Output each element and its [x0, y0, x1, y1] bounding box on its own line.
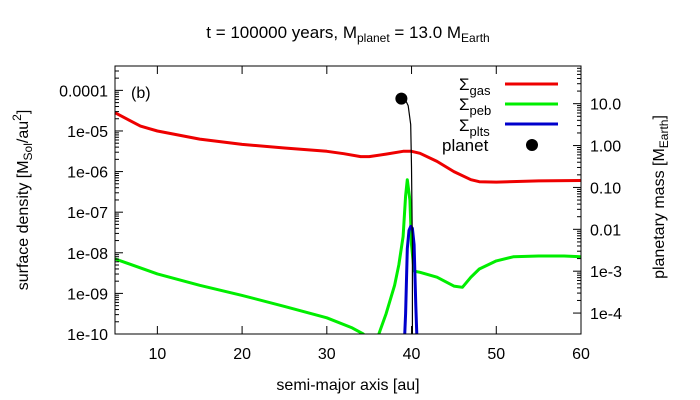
y-right-tick-label: 0.01 [590, 222, 621, 239]
y-axis-left-label: surface density [MSol/au2] [10, 110, 35, 291]
y-axis-right-ticks: 1e-4 1e-3 0.01 0.10 1.00 10.0 [573, 67, 622, 323]
planet-marker [395, 92, 408, 105]
plot-frame [114, 65, 582, 335]
legend-label-plts: Σplts [459, 116, 490, 139]
x-axis-label: semi-major axis [au] [276, 377, 419, 394]
y-left-tick-label: 1e-08 [67, 246, 108, 263]
x-tick-label: 60 [572, 346, 590, 363]
x-tick-label: 40 [403, 346, 421, 363]
series-line-peb [115, 178, 581, 334]
x-axis-ticks: 10 20 30 40 50 60 [148, 66, 590, 363]
y-left-tick-label: 0.0001 [59, 83, 108, 100]
legend-label-gas: Σgas [459, 75, 491, 98]
y-left-tick-label: 1e-06 [67, 165, 108, 182]
y-right-tick-label: 0.10 [590, 180, 621, 197]
y-left-tick-label: 1e-05 [67, 124, 108, 141]
y-axis-left-ticks: 1e-10 1e-09 1e-08 1e-07 1e-06 1e-05 0.0001 [59, 70, 123, 344]
legend-label-peb: Σpeb [459, 95, 491, 118]
y-right-tick-label: 10.0 [590, 97, 621, 114]
legend: Σgas Σpeb Σplts planet [442, 75, 558, 155]
legend-label-planet: planet [442, 136, 489, 155]
y-right-tick-label: 1e-3 [590, 264, 622, 281]
panel-label: (b) [131, 85, 151, 102]
x-tick-label: 50 [487, 346, 505, 363]
y-axis-right-label: planetary mass [MEarth] [651, 115, 671, 279]
series-layer [115, 92, 581, 334]
x-tick-label: 10 [148, 346, 166, 363]
y-left-tick-label: 1e-10 [67, 327, 108, 344]
series-line-gas [115, 111, 581, 184]
y-right-tick-label: 1e-4 [590, 306, 622, 323]
chart-title: t = 100000 years, Mplanet = 13.0 MEarth [206, 23, 489, 45]
series-line-plts [403, 224, 419, 334]
x-tick-label: 20 [233, 346, 251, 363]
y-left-tick-label: 1e-09 [67, 286, 108, 303]
y-right-tick-label: 1.00 [590, 139, 621, 156]
y-left-tick-label: 1e-07 [67, 205, 108, 222]
x-tick-label: 30 [318, 346, 336, 363]
legend-marker-planet [526, 139, 538, 151]
